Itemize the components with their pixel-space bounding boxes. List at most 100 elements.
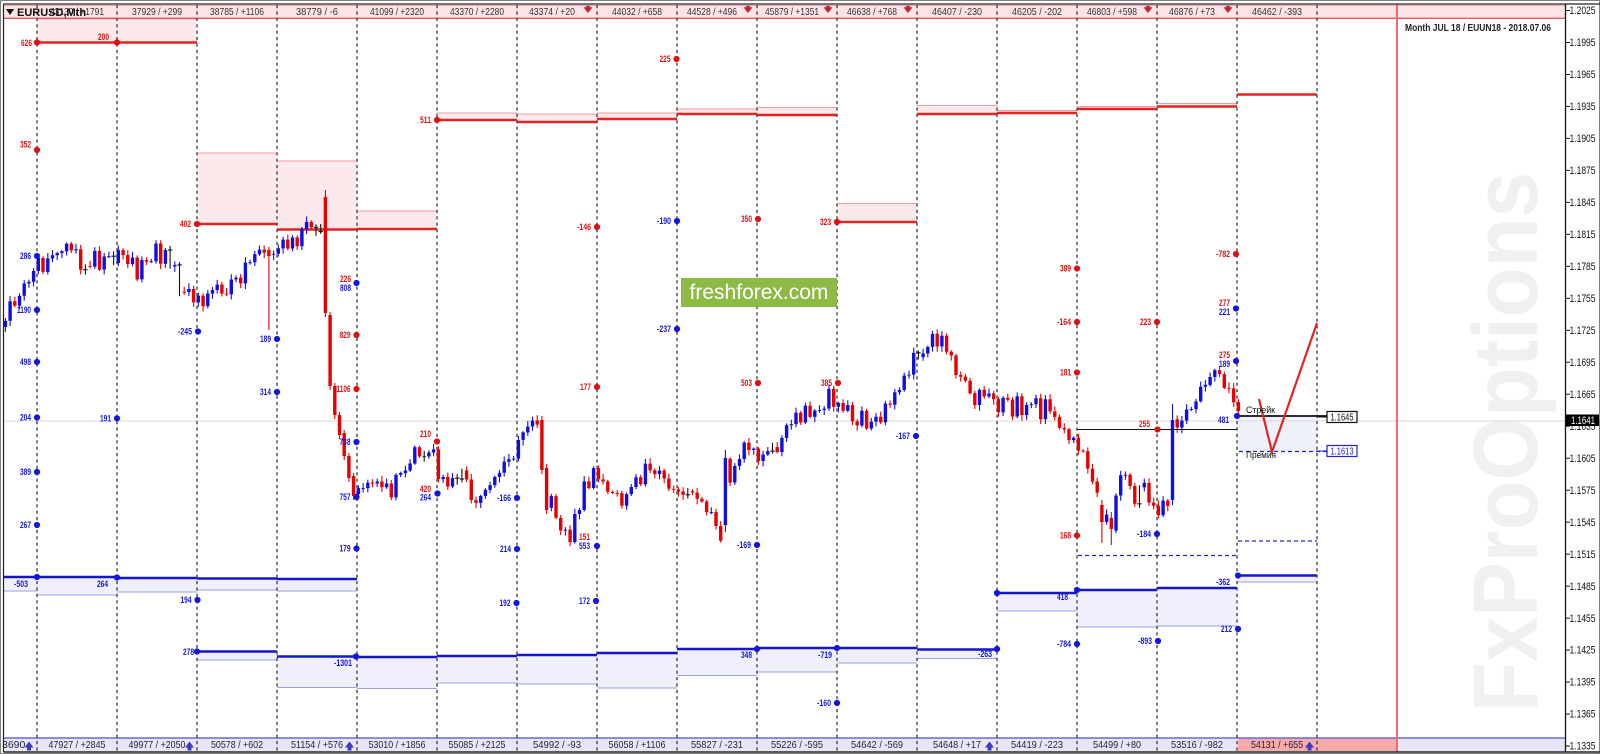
svg-text:-146: -146	[577, 222, 591, 232]
svg-text:EURUSD,Mth: EURUSD,Mth	[17, 7, 86, 19]
svg-text:1.1665: 1.1665	[1570, 389, 1596, 401]
svg-text:53010 / +1856: 53010 / +1856	[369, 739, 426, 751]
svg-text:757: 757	[340, 492, 351, 502]
svg-text:189: 189	[260, 334, 271, 344]
svg-text:-237: -237	[657, 324, 671, 334]
svg-text:1.1365: 1.1365	[1570, 709, 1596, 721]
svg-text:1.1875: 1.1875	[1570, 165, 1596, 177]
svg-text:350: 350	[741, 214, 752, 224]
svg-text:389: 389	[20, 467, 31, 477]
svg-text:1.1545: 1.1545	[1570, 517, 1596, 529]
svg-text:46638 / +768: 46638 / +768	[847, 6, 897, 18]
svg-text:323: 323	[820, 217, 831, 227]
svg-text:1.1641: 1.1641	[1571, 415, 1595, 427]
svg-text:498: 498	[20, 357, 31, 367]
svg-text:1.1845: 1.1845	[1570, 197, 1596, 209]
svg-text:829: 829	[340, 330, 351, 340]
svg-text:1.1755: 1.1755	[1570, 293, 1596, 305]
svg-text:Стрейк: Стрейк	[1246, 405, 1276, 416]
svg-text:freshforex.com: freshforex.com	[690, 281, 829, 304]
svg-text:1.1995: 1.1995	[1570, 37, 1596, 49]
svg-text:54992 / -93: 54992 / -93	[533, 739, 581, 751]
svg-text:55085 / +2125: 55085 / +2125	[449, 739, 506, 751]
svg-text:204: 204	[20, 413, 31, 423]
svg-text:314: 314	[260, 387, 271, 397]
svg-text:-362: -362	[1216, 577, 1230, 587]
svg-text:1.1515: 1.1515	[1570, 549, 1596, 561]
svg-text:54648 / +17: 54648 / +17	[933, 739, 981, 751]
svg-text:-263: -263	[978, 649, 992, 659]
svg-text:192: 192	[500, 598, 511, 608]
svg-text:194: 194	[181, 595, 192, 605]
svg-text:172: 172	[579, 596, 590, 606]
svg-text:1.1725: 1.1725	[1570, 325, 1596, 337]
svg-text:1.1613: 1.1613	[1331, 446, 1354, 457]
svg-text:255: 255	[1139, 419, 1150, 429]
svg-text:46803 / +598: 46803 / +598	[1087, 6, 1137, 18]
svg-text:-160: -160	[817, 698, 831, 708]
svg-text:1.1645: 1.1645	[1331, 412, 1354, 423]
svg-text:1106: 1106	[337, 384, 351, 394]
svg-text:214: 214	[500, 544, 511, 554]
svg-text:43374 / +20: 43374 / +20	[529, 6, 575, 18]
svg-text:226: 226	[340, 274, 351, 284]
svg-text:191: 191	[100, 413, 111, 423]
svg-text:Month JUL 18 / EUUN18 - 2018.0: Month JUL 18 / EUUN18 - 2018.07.06	[1405, 22, 1551, 34]
svg-text:37929 / +299: 37929 / +299	[132, 6, 182, 18]
svg-text:-167: -167	[896, 431, 910, 441]
svg-text:277: 277	[1219, 298, 1230, 308]
svg-text:1.1335: 1.1335	[1570, 741, 1596, 753]
svg-text:626: 626	[21, 38, 32, 48]
svg-text:177: 177	[580, 382, 591, 392]
svg-text:-784: -784	[1057, 639, 1071, 649]
svg-text:Премия: Премия	[1246, 450, 1276, 461]
svg-text:1.1395: 1.1395	[1570, 677, 1596, 689]
svg-text:1.1575: 1.1575	[1570, 485, 1596, 497]
svg-text:-184: -184	[1137, 529, 1151, 539]
svg-text:54642 / -569: 54642 / -569	[851, 739, 903, 751]
svg-text:46876 / +73: 46876 / +73	[1169, 6, 1215, 18]
svg-text:212: 212	[1221, 624, 1232, 634]
svg-text:38785 / +1106: 38785 / +1106	[210, 6, 264, 18]
svg-text:-893: -893	[1138, 636, 1152, 646]
svg-text:168: 168	[1060, 531, 1071, 541]
svg-text:-190: -190	[657, 216, 671, 226]
svg-text:43370 / +2280: 43370 / +2280	[450, 6, 504, 18]
svg-text:511: 511	[420, 115, 431, 125]
svg-text:54499 / +80: 54499 / +80	[1093, 739, 1141, 751]
svg-text:51154 / +576: 51154 / +576	[291, 739, 343, 751]
svg-text:55226 / -595: 55226 / -595	[771, 739, 823, 751]
svg-text:264: 264	[97, 579, 108, 589]
svg-text:385: 385	[821, 378, 832, 388]
svg-text:55827 / -231: 55827 / -231	[691, 739, 743, 751]
svg-text:418: 418	[1057, 592, 1068, 602]
svg-text:49977 / +2050: 49977 / +2050	[129, 739, 186, 751]
svg-text:223: 223	[1140, 317, 1151, 327]
svg-text:225: 225	[660, 54, 671, 64]
svg-text:3690: 3690	[2, 739, 26, 751]
svg-text:210: 210	[420, 429, 431, 439]
svg-text:503: 503	[741, 378, 752, 388]
svg-text:1.2025: 1.2025	[1570, 5, 1596, 17]
svg-text:45879 / +1351: 45879 / +1351	[765, 6, 819, 18]
svg-text:352: 352	[20, 140, 31, 150]
svg-text:1.1605: 1.1605	[1570, 453, 1596, 465]
svg-text:1.1695: 1.1695	[1570, 357, 1596, 369]
svg-text:-164: -164	[1057, 317, 1071, 327]
svg-text:189: 189	[1219, 359, 1230, 369]
svg-text:1.1455: 1.1455	[1570, 613, 1596, 625]
svg-text:43130 / +1791: 43130 / +1791	[50, 6, 104, 18]
svg-text:54131 / +655: 54131 / +655	[1251, 739, 1303, 751]
svg-text:267: 267	[20, 520, 31, 530]
svg-text:46407 / -230: 46407 / -230	[932, 6, 982, 18]
svg-text:402: 402	[180, 219, 191, 229]
svg-text:1190: 1190	[17, 305, 31, 315]
svg-text:1.1965: 1.1965	[1570, 69, 1596, 81]
svg-text:179: 179	[340, 544, 351, 554]
svg-text:200: 200	[98, 32, 109, 42]
svg-text:1.1425: 1.1425	[1570, 645, 1596, 657]
svg-text:264: 264	[420, 493, 431, 503]
svg-text:54419 / -223: 54419 / -223	[1011, 739, 1063, 751]
svg-text:389: 389	[1060, 264, 1071, 274]
svg-text:1.1815: 1.1815	[1570, 229, 1596, 241]
